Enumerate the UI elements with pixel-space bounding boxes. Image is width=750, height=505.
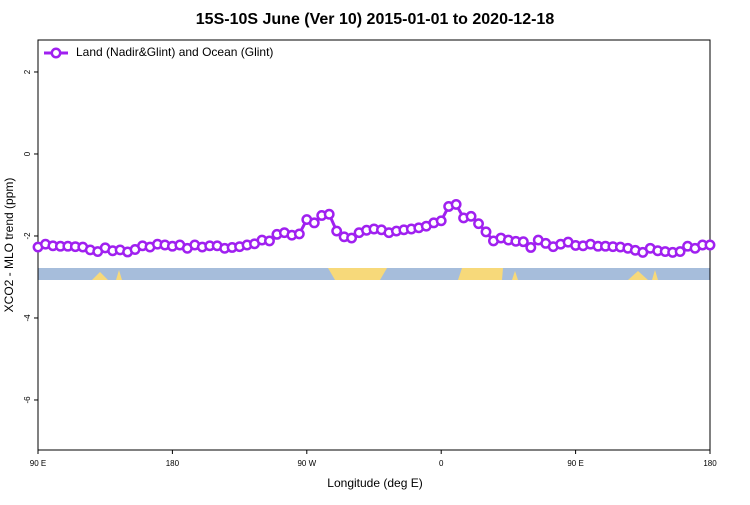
data-point <box>331 225 343 237</box>
land-strip <box>116 270 122 280</box>
data-point <box>435 215 447 227</box>
chart-title: 15S-10S June (Ver 10) 2015-01-01 to 2020… <box>196 11 555 28</box>
land-strip <box>628 271 648 280</box>
y-tick-label: 2 <box>23 69 32 74</box>
x-tick-label: 180 <box>166 459 180 468</box>
data-point <box>450 198 462 210</box>
data-point <box>293 228 305 240</box>
x-tick-label: 90 W <box>297 459 316 468</box>
x-axis-label: Longitude (deg E) <box>327 476 422 490</box>
x-tick-label: 90 E <box>567 459 583 468</box>
data-point <box>323 208 335 220</box>
data-point <box>525 242 537 253</box>
land-ocean-strip <box>38 268 710 280</box>
data-point <box>465 210 477 222</box>
legend-marker <box>50 47 62 59</box>
y-tick-label: 0 <box>23 151 32 156</box>
land-strip <box>328 268 387 280</box>
x-tick-label: 90 E <box>30 459 46 468</box>
y-tick-label: -6 <box>23 396 32 404</box>
x-tick-label: 180 <box>703 459 717 468</box>
x-tick-label: 0 <box>439 459 444 468</box>
data-point <box>674 246 686 258</box>
data-point <box>704 239 716 251</box>
legend-label: Land (Nadir&Glint) and Ocean (Glint) <box>76 45 273 59</box>
y-tick-label: -2 <box>23 232 32 240</box>
land-strip <box>512 271 518 280</box>
y-tick-label: -4 <box>23 314 32 322</box>
data-point <box>517 236 529 248</box>
land-strip <box>652 270 658 280</box>
land-strip <box>458 268 503 280</box>
data-point <box>346 232 358 244</box>
data-point <box>473 218 484 230</box>
land-strip <box>92 272 108 280</box>
data-point <box>308 217 320 229</box>
data-point <box>264 235 275 247</box>
data-point <box>480 226 492 238</box>
y-axis-label: XCO2 - MLO trend (ppm) <box>2 178 16 313</box>
